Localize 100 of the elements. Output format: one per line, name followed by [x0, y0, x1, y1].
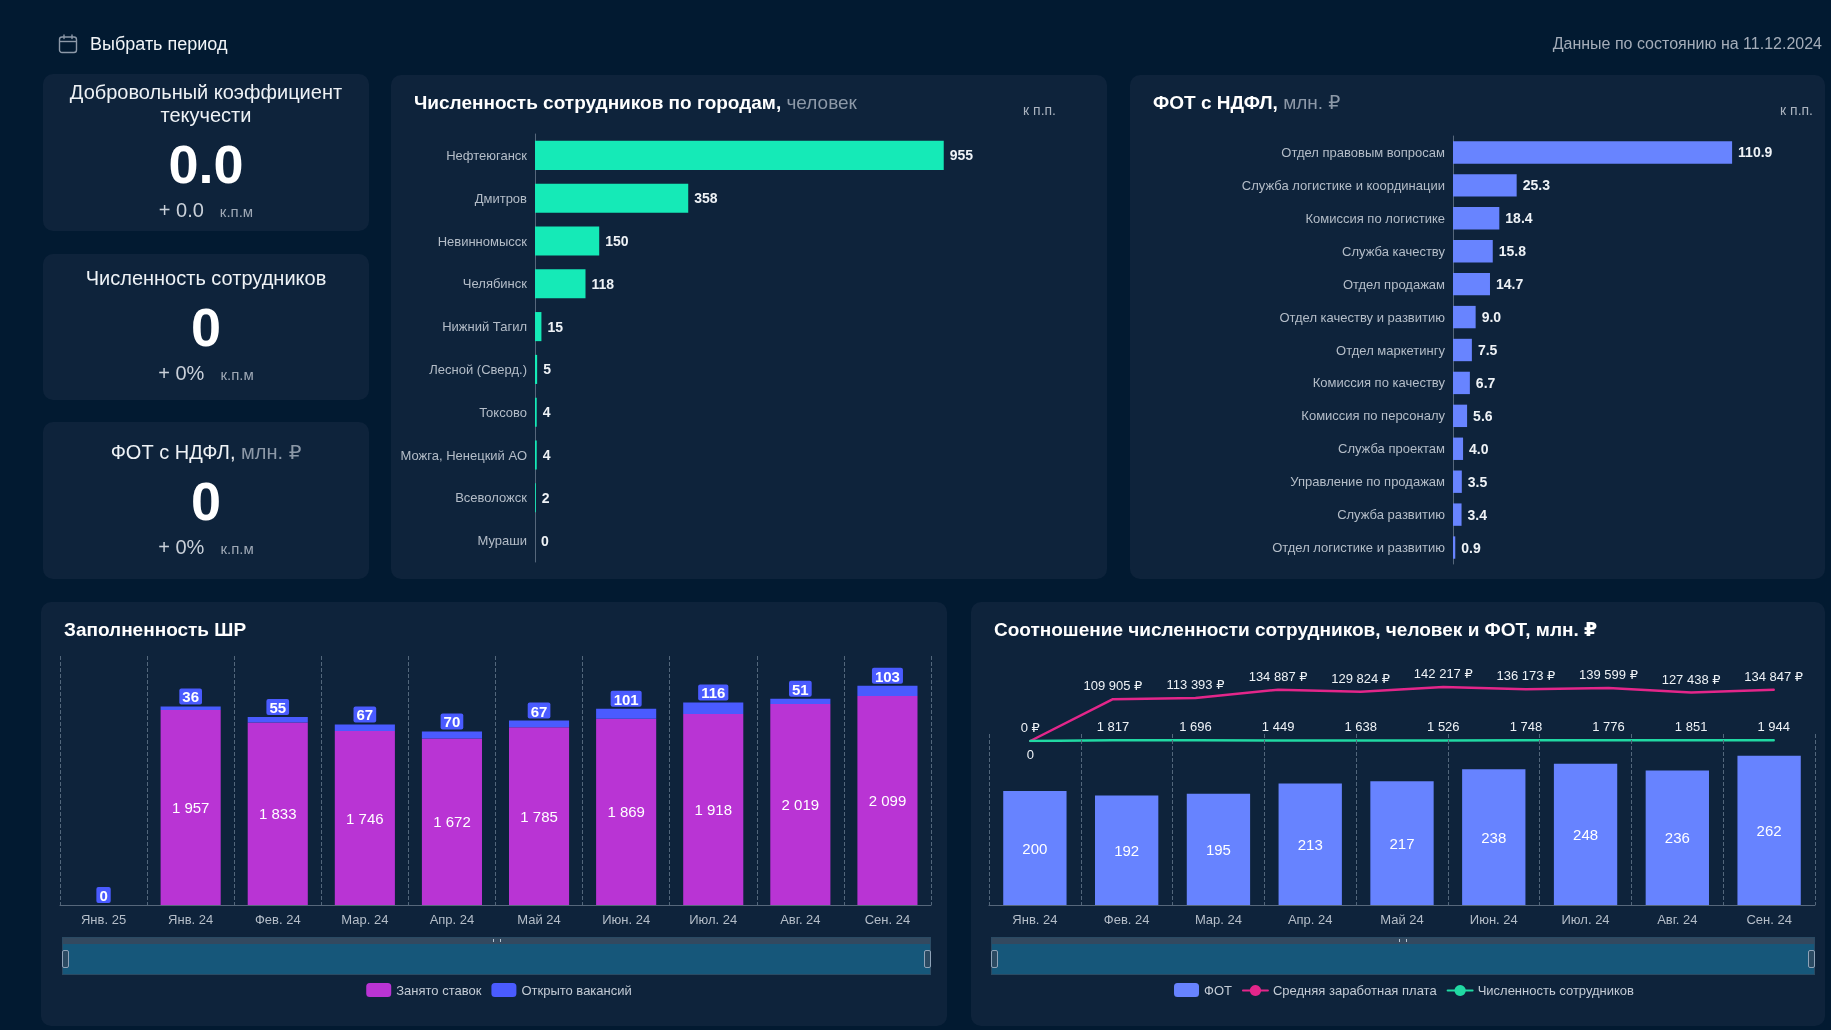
- data-label: 139 599 ₽: [1579, 666, 1638, 682]
- data-label: 101: [613, 690, 639, 708]
- legend-label: ФОТ: [1204, 982, 1233, 998]
- data-label: 0 ₽: [1020, 720, 1040, 735]
- data-label: 150: [605, 233, 629, 249]
- data-label: 2: [541, 489, 550, 506]
- data-label: 5.6: [1473, 407, 1493, 424]
- bar: [1370, 781, 1434, 905]
- x-tick-label: Май 24: [1380, 912, 1424, 927]
- bar: [1453, 207, 1500, 230]
- y-tick-label: Лесной (Сверд.): [429, 361, 527, 377]
- data-label: 7.5: [1477, 342, 1498, 358]
- x-tick-label: Янв. 24: [168, 912, 214, 927]
- data-label: 217: [1389, 834, 1415, 852]
- y-tick-label: Отдел правовым вопросам: [1281, 144, 1446, 160]
- x-tick-label: Июн. 24: [602, 912, 651, 927]
- bar: [535, 354, 538, 384]
- data-label: 192: [1114, 841, 1140, 859]
- data-label: 238: [1481, 828, 1507, 846]
- y-tick-label: Всеволожск: [455, 490, 528, 506]
- data-label: 67: [356, 706, 374, 724]
- data-label: 1 918: [694, 800, 733, 818]
- y-tick-label: Служба развитию: [1337, 507, 1446, 523]
- data-label: 0: [1026, 747, 1034, 762]
- x-tick-label: Июл. 24: [1561, 912, 1610, 927]
- x-tick-label: Мар. 24: [341, 912, 389, 927]
- data-label: 236: [1664, 829, 1690, 847]
- y-tick-label: Можга, Ненецкий АО: [400, 447, 527, 463]
- legend-label: Средняя заработная плата: [1272, 983, 1438, 998]
- bar: [1462, 769, 1526, 905]
- bar: [160, 710, 221, 905]
- data-label: 0: [541, 532, 549, 549]
- data-label: 1 746: [346, 809, 384, 827]
- bar: [1278, 783, 1342, 905]
- bar: [535, 269, 586, 299]
- data-label: 5: [543, 361, 552, 378]
- y-tick-label: Нижний Тагил: [442, 319, 527, 335]
- data-label: 142 217 ₽: [1413, 665, 1473, 681]
- y-tick-label: Служба качеству: [1342, 243, 1446, 259]
- data-label: 14.7: [1495, 276, 1524, 293]
- y-tick-label: Невинномысск: [437, 233, 528, 249]
- data-label: 134 847 ₽: [1744, 668, 1804, 684]
- data-label: 129 824 ₽: [1331, 670, 1391, 686]
- y-tick-label: Управление по продажам: [1290, 474, 1446, 490]
- data-label: 2 099: [868, 791, 907, 809]
- y-tick-label: Отдел маркетингу: [1336, 342, 1446, 358]
- data-label: 3.4: [1467, 506, 1488, 523]
- bar: [683, 713, 744, 905]
- x-tick-label: Июл. 24: [689, 912, 738, 927]
- y-tick-label: Нефтеюганск: [446, 147, 528, 163]
- data-label: 25.3: [1522, 177, 1551, 194]
- data-label: 262: [1756, 821, 1782, 839]
- bar: [535, 183, 689, 213]
- y-tick-label: Служба проектам: [1338, 441, 1446, 457]
- bar: [1737, 755, 1801, 905]
- data-label: 36: [182, 688, 199, 706]
- bar: [1186, 793, 1251, 905]
- bar: [247, 722, 308, 905]
- bar: [1453, 536, 1456, 559]
- bar: [770, 703, 831, 905]
- x-tick-label: Янв. 25: [80, 912, 127, 927]
- data-label: 1 944: [1757, 719, 1790, 735]
- data-label: 1 672: [433, 813, 471, 831]
- bar: [334, 731, 395, 905]
- data-label: 955: [949, 147, 974, 164]
- bar: [1453, 305, 1476, 329]
- data-label: 116: [701, 684, 726, 702]
- chart-subtitle: человек: [786, 92, 857, 113]
- bar: [1553, 763, 1618, 905]
- text: к.п.м: [220, 365, 254, 385]
- y-tick-label: Отдел продажам: [1342, 276, 1446, 292]
- bar: [421, 738, 482, 905]
- text: + 0%: [158, 361, 205, 385]
- data-label: 1 817: [1096, 719, 1130, 735]
- y-tick-label: Комиссия по персоналу: [1301, 408, 1446, 424]
- data-label: 0.9: [1461, 539, 1481, 556]
- bar: [1453, 470, 1462, 493]
- bar: [1003, 791, 1067, 905]
- data-label: 1 638: [1344, 719, 1377, 735]
- y-tick-label: Мураши: [477, 533, 527, 549]
- bar: [1453, 404, 1468, 428]
- data-label: 18.4: [1505, 210, 1533, 227]
- y-tick-label: Комиссия по качеству: [1312, 375, 1446, 391]
- y-tick-label: Дмитров: [474, 190, 528, 206]
- data-label: 127 438 ₽: [1661, 671, 1721, 687]
- bar: [1095, 795, 1159, 905]
- bar: [1453, 174, 1517, 197]
- chart-title: Заполненность ШР: [64, 619, 247, 640]
- bar: [1453, 437, 1464, 460]
- data-label: 118: [591, 275, 615, 292]
- data-label: 113 393 ₽: [1166, 676, 1225, 692]
- x-tick-label: Мар. 24: [1194, 912, 1243, 927]
- x-tick-label: Апр. 24: [1287, 912, 1333, 927]
- x-tick-label: Сен. 24: [864, 912, 911, 927]
- bar: [596, 718, 657, 905]
- bar: [1453, 503, 1462, 526]
- text: Данные по состоянию на 11.12.2024: [1552, 34, 1822, 54]
- text: млн. ₽: [241, 440, 302, 463]
- data-label: 1 957: [171, 799, 210, 817]
- y-tick-label: Отдел качеству и развитию: [1279, 309, 1446, 325]
